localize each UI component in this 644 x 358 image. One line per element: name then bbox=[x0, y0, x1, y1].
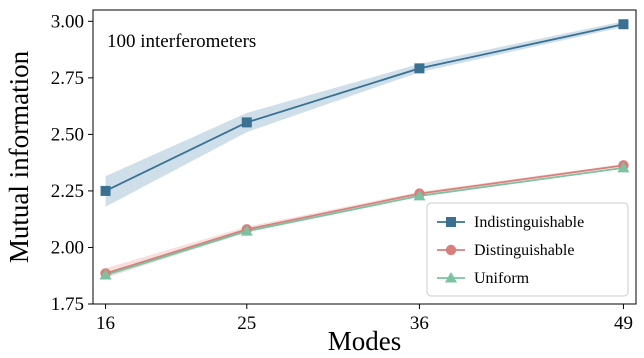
uniform-line bbox=[105, 166, 624, 276]
distinguishable-legend-label: Distinguishable bbox=[474, 242, 574, 259]
indistinguishable-line bbox=[105, 23, 624, 192]
distinguishable-line bbox=[105, 164, 624, 275]
uniform-point bbox=[99, 269, 112, 280]
plot-frame bbox=[92, 9, 637, 305]
y-tick-label: 2.50 bbox=[51, 124, 84, 145]
distinguishable-legend-marker bbox=[445, 244, 457, 256]
uniform-point bbox=[240, 225, 253, 236]
uniform-point bbox=[413, 189, 426, 201]
uniform-legend-marker bbox=[445, 272, 457, 283]
uniform-legend-label: Uniform bbox=[474, 270, 530, 287]
y-tick-label: 1.75 bbox=[51, 294, 84, 315]
indistinguishable-legend-marker bbox=[446, 217, 456, 227]
indistinguishable-point bbox=[241, 117, 252, 128]
x-tick-label: 16 bbox=[96, 313, 115, 334]
y-axis-ticks: 1.75 2.00 2.25 2.50 2.75 3.00 bbox=[51, 11, 93, 315]
y-axis-title: Mutual information bbox=[4, 50, 34, 263]
x-axis-ticks: 16 25 36 49 bbox=[96, 304, 633, 334]
y-tick-label: 2.75 bbox=[51, 68, 84, 89]
x-tick-label: 49 bbox=[614, 313, 633, 334]
indistinguishable-point bbox=[618, 19, 629, 30]
series-lines bbox=[105, 23, 624, 276]
legend-box bbox=[426, 202, 629, 297]
x-tick-label: 36 bbox=[410, 313, 429, 334]
legend: Indistinguishable Distinguishable Uniform bbox=[426, 202, 629, 297]
indistinguishable-legend-label: Indistinguishable bbox=[474, 214, 584, 231]
indistinguishable-point bbox=[100, 185, 111, 196]
x-tick-label: 25 bbox=[237, 313, 256, 334]
indistinguishable-point bbox=[414, 63, 425, 74]
series-markers bbox=[99, 19, 630, 280]
y-tick-label: 2.00 bbox=[51, 237, 84, 258]
x-axis-title: Modes bbox=[328, 326, 402, 356]
uniform-point bbox=[617, 161, 630, 173]
chart-annotation: 100 interferometers bbox=[107, 31, 256, 52]
y-tick-label: 2.25 bbox=[51, 181, 84, 202]
y-tick-label: 3.00 bbox=[51, 11, 84, 32]
